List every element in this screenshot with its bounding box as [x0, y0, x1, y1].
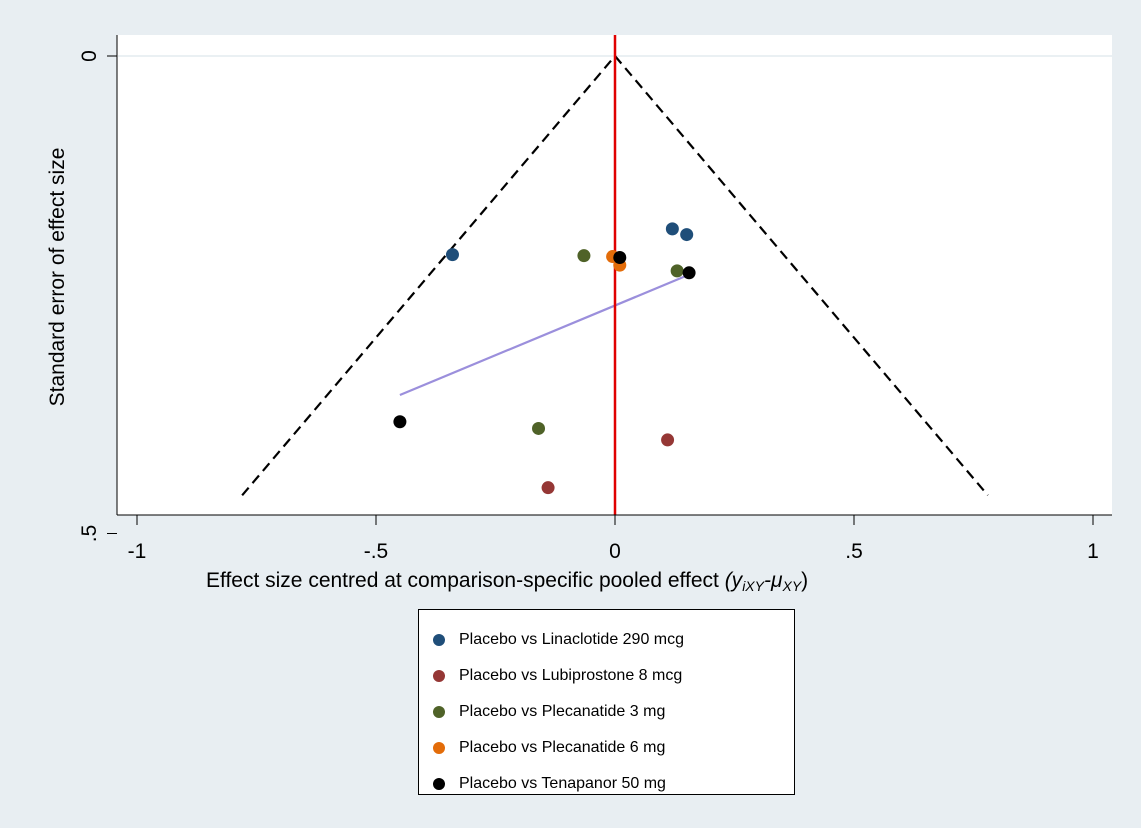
legend-marker — [433, 778, 445, 790]
x-axis-title-sub1: iXY — [742, 578, 765, 594]
legend-item: Placebo vs Plecanatide 6 mg — [433, 730, 794, 766]
x-axis-title-math: (y — [725, 569, 744, 592]
y-tick-label: 0 — [78, 50, 101, 62]
legend-item: Placebo vs Linaclotide 290 mcg — [433, 622, 794, 658]
point-series-5-3 — [682, 266, 696, 280]
legend-item: Placebo vs Tenapanor 50 mg — [433, 766, 794, 802]
point-series-5-2 — [613, 251, 627, 265]
x-tick-label: -.5 — [364, 540, 389, 563]
x-tick-label: -1 — [128, 540, 147, 563]
point-series-1-1 — [445, 248, 459, 262]
y-axis-title: Standard error of effect size — [46, 148, 69, 407]
x-tick-label: 1 — [1087, 540, 1099, 563]
x-axis-title-sub2: XY — [781, 578, 802, 594]
x-axis-title-text: Effect size centred at comparison-specif… — [206, 569, 719, 592]
point-series-3-1 — [532, 421, 546, 435]
legend-label: Placebo vs Lubiprostone 8 mcg — [459, 667, 683, 684]
x-axis-title: Effect size centred at comparison-specif… — [206, 569, 808, 594]
legend-item: Placebo vs Plecanatide 3 mg — [433, 694, 794, 730]
x-axis-title-end: ) — [801, 569, 808, 592]
legend-marker — [433, 706, 445, 718]
point-series-3-2 — [577, 249, 591, 263]
point-series-1-2 — [665, 222, 679, 236]
point-series-5-1 — [393, 415, 407, 429]
x-tick-label: 0 — [609, 540, 621, 563]
point-series-3-3 — [670, 264, 684, 278]
legend-marker — [433, 742, 445, 754]
y-tick-label: .5 — [78, 525, 101, 543]
point-series-1-3 — [680, 228, 694, 242]
legend-label: Placebo vs Plecanatide 6 mg — [459, 739, 666, 756]
legend-marker — [433, 670, 445, 682]
legend-label: Placebo vs Linaclotide 290 mcg — [459, 631, 685, 648]
legend-label: Placebo vs Tenapanor 50 mg — [459, 775, 666, 792]
legend: Placebo vs Linaclotide 290 mcg Placebo vs… — [418, 609, 795, 795]
point-series-2-2 — [661, 433, 675, 447]
legend-label: Placebo vs Plecanatide 3 mg — [459, 703, 666, 720]
x-tick-label: .5 — [845, 540, 863, 563]
legend-marker — [433, 634, 445, 646]
x-axis-title-mid: -μ — [764, 569, 783, 592]
point-series-2-1 — [541, 481, 555, 495]
regression-line — [399, 274, 688, 397]
legend-item: Placebo vs Lubiprostone 8 mcg — [433, 658, 794, 694]
